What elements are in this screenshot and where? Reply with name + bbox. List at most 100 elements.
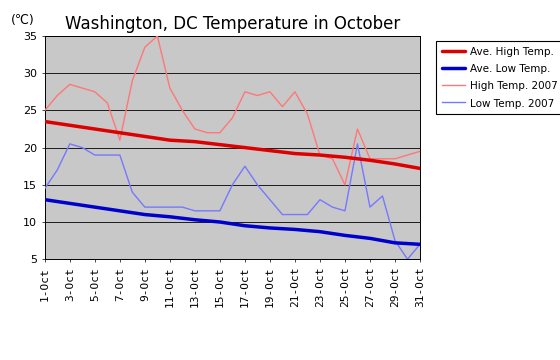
Low Temp. 2007	[229, 183, 236, 187]
Ave. Low Temp.	[91, 205, 98, 209]
Ave. Low Temp.	[166, 215, 173, 219]
Low Temp. 2007	[217, 209, 223, 213]
Line: Ave. Low Temp.: Ave. Low Temp.	[45, 200, 420, 244]
High Temp. 2007	[41, 108, 48, 113]
Ave. High Temp.	[192, 139, 198, 144]
Low Temp. 2007	[329, 205, 336, 209]
High Temp. 2007	[354, 127, 361, 131]
Low Temp. 2007	[154, 205, 161, 209]
Ave. High Temp.	[241, 145, 248, 150]
Low Temp. 2007	[279, 212, 286, 217]
High Temp. 2007	[79, 86, 86, 90]
Ave. Low Temp.	[67, 201, 73, 206]
Line: High Temp. 2007: High Temp. 2007	[45, 36, 420, 185]
Ave. High Temp.	[116, 131, 123, 135]
High Temp. 2007	[104, 101, 111, 105]
High Temp. 2007	[342, 183, 348, 187]
High Temp. 2007	[241, 90, 248, 94]
Low Temp. 2007	[304, 212, 311, 217]
High Temp. 2007	[217, 131, 223, 135]
High Temp. 2007	[129, 78, 136, 83]
High Temp. 2007	[67, 82, 73, 86]
High Temp. 2007	[279, 104, 286, 109]
Ave. Low Temp.	[417, 242, 423, 247]
High Temp. 2007	[142, 45, 148, 49]
Low Temp. 2007	[129, 190, 136, 194]
Low Temp. 2007	[91, 153, 98, 157]
Ave. High Temp.	[316, 153, 323, 157]
Low Temp. 2007	[142, 205, 148, 209]
Low Temp. 2007	[79, 145, 86, 150]
Ave. Low Temp.	[217, 220, 223, 224]
High Temp. 2007	[267, 90, 273, 94]
Ave. Low Temp.	[316, 230, 323, 234]
Legend: Ave. High Temp., Ave. Low Temp., High Temp. 2007, Low Temp. 2007: Ave. High Temp., Ave. Low Temp., High Te…	[436, 41, 560, 114]
High Temp. 2007	[292, 90, 298, 94]
High Temp. 2007	[254, 93, 261, 98]
Ave. Low Temp.	[342, 233, 348, 238]
Low Temp. 2007	[54, 168, 60, 172]
High Temp. 2007	[404, 153, 411, 157]
High Temp. 2007	[391, 157, 398, 161]
Low Temp. 2007	[292, 212, 298, 217]
Low Temp. 2007	[241, 164, 248, 168]
Low Temp. 2007	[342, 209, 348, 213]
Ave. Low Temp.	[391, 241, 398, 245]
Ave. High Temp.	[417, 166, 423, 171]
High Temp. 2007	[417, 149, 423, 153]
Ave. Low Temp.	[292, 227, 298, 231]
Ave. High Temp.	[391, 162, 398, 166]
Low Temp. 2007	[391, 238, 398, 243]
Low Temp. 2007	[379, 194, 386, 198]
Ave. Low Temp.	[41, 198, 48, 202]
Low Temp. 2007	[204, 209, 211, 213]
Low Temp. 2007	[116, 153, 123, 157]
High Temp. 2007	[116, 138, 123, 142]
Low Temp. 2007	[267, 198, 273, 202]
High Temp. 2007	[166, 86, 173, 90]
High Temp. 2007	[91, 90, 98, 94]
Line: Ave. High Temp.: Ave. High Temp.	[45, 122, 420, 168]
Ave. High Temp.	[41, 120, 48, 124]
Ave. High Temp.	[166, 138, 173, 142]
High Temp. 2007	[329, 157, 336, 161]
Ave. Low Temp.	[116, 209, 123, 213]
High Temp. 2007	[204, 131, 211, 135]
Low Temp. 2007	[354, 142, 361, 146]
Low Temp. 2007	[417, 242, 423, 247]
Low Temp. 2007	[41, 186, 48, 191]
High Temp. 2007	[316, 153, 323, 157]
Title: Washington, DC Temperature in October: Washington, DC Temperature in October	[65, 15, 400, 33]
Low Temp. 2007	[367, 205, 374, 209]
Ave. High Temp.	[142, 134, 148, 139]
Low Temp. 2007	[166, 205, 173, 209]
Low Temp. 2007	[104, 153, 111, 157]
Low Temp. 2007	[404, 257, 411, 261]
Ave. Low Temp.	[192, 217, 198, 222]
Ave. High Temp.	[342, 155, 348, 159]
Low Temp. 2007	[179, 205, 186, 209]
Text: (℃): (℃)	[11, 14, 35, 27]
Low Temp. 2007	[316, 198, 323, 202]
Ave. High Temp.	[267, 148, 273, 153]
Ave. Low Temp.	[267, 226, 273, 230]
Ave. High Temp.	[67, 123, 73, 127]
High Temp. 2007	[179, 108, 186, 113]
Low Temp. 2007	[254, 183, 261, 187]
Ave. Low Temp.	[367, 236, 374, 240]
High Temp. 2007	[229, 116, 236, 120]
High Temp. 2007	[154, 34, 161, 38]
Ave. High Temp.	[367, 158, 374, 162]
Ave. High Temp.	[292, 152, 298, 156]
High Temp. 2007	[54, 93, 60, 98]
Ave. Low Temp.	[241, 224, 248, 228]
Ave. High Temp.	[91, 127, 98, 131]
Line: Low Temp. 2007: Low Temp. 2007	[45, 144, 420, 259]
Low Temp. 2007	[67, 142, 73, 146]
High Temp. 2007	[192, 127, 198, 131]
Ave. Low Temp.	[142, 212, 148, 217]
Ave. High Temp.	[217, 143, 223, 147]
High Temp. 2007	[304, 112, 311, 116]
High Temp. 2007	[379, 157, 386, 161]
High Temp. 2007	[367, 157, 374, 161]
